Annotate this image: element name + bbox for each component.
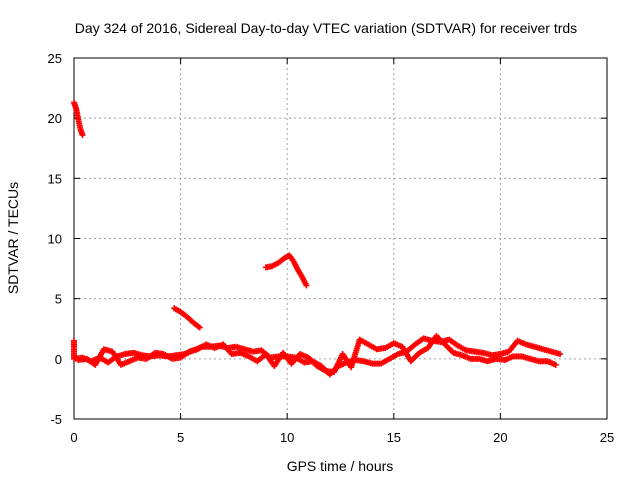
y-tick-label: 20 xyxy=(48,111,62,126)
x-tick-label: 20 xyxy=(493,430,507,445)
x-tick-label: 5 xyxy=(177,430,184,445)
data-point-marker xyxy=(303,282,310,289)
y-tick-label: 15 xyxy=(48,171,62,186)
x-tick-label: 15 xyxy=(387,430,401,445)
y-tick-label: 5 xyxy=(55,292,62,307)
data-point-marker xyxy=(196,324,203,331)
y-tick-label: 10 xyxy=(48,232,62,247)
y-tick-label: -5 xyxy=(50,412,62,427)
x-axis-label: GPS time / hours xyxy=(287,458,394,474)
data-points xyxy=(71,99,564,378)
x-tick-label: 25 xyxy=(600,430,614,445)
data-point-marker xyxy=(552,361,559,368)
data-point-marker xyxy=(557,351,564,358)
ticks: 0 5 10 15 20 25 -5 0 5 10 15 20 25 xyxy=(48,51,615,445)
data-point-marker xyxy=(79,132,86,139)
y-axis-label: SDTVAR / TECUs xyxy=(5,182,21,294)
y-tick-label: 25 xyxy=(48,51,62,66)
y-tick-label: 0 xyxy=(55,352,62,367)
x-tick-label: 10 xyxy=(280,430,294,445)
chart-title: Day 324 of 2016, Sidereal Day-to-day VTE… xyxy=(75,20,577,36)
x-tick-label: 0 xyxy=(70,430,77,445)
